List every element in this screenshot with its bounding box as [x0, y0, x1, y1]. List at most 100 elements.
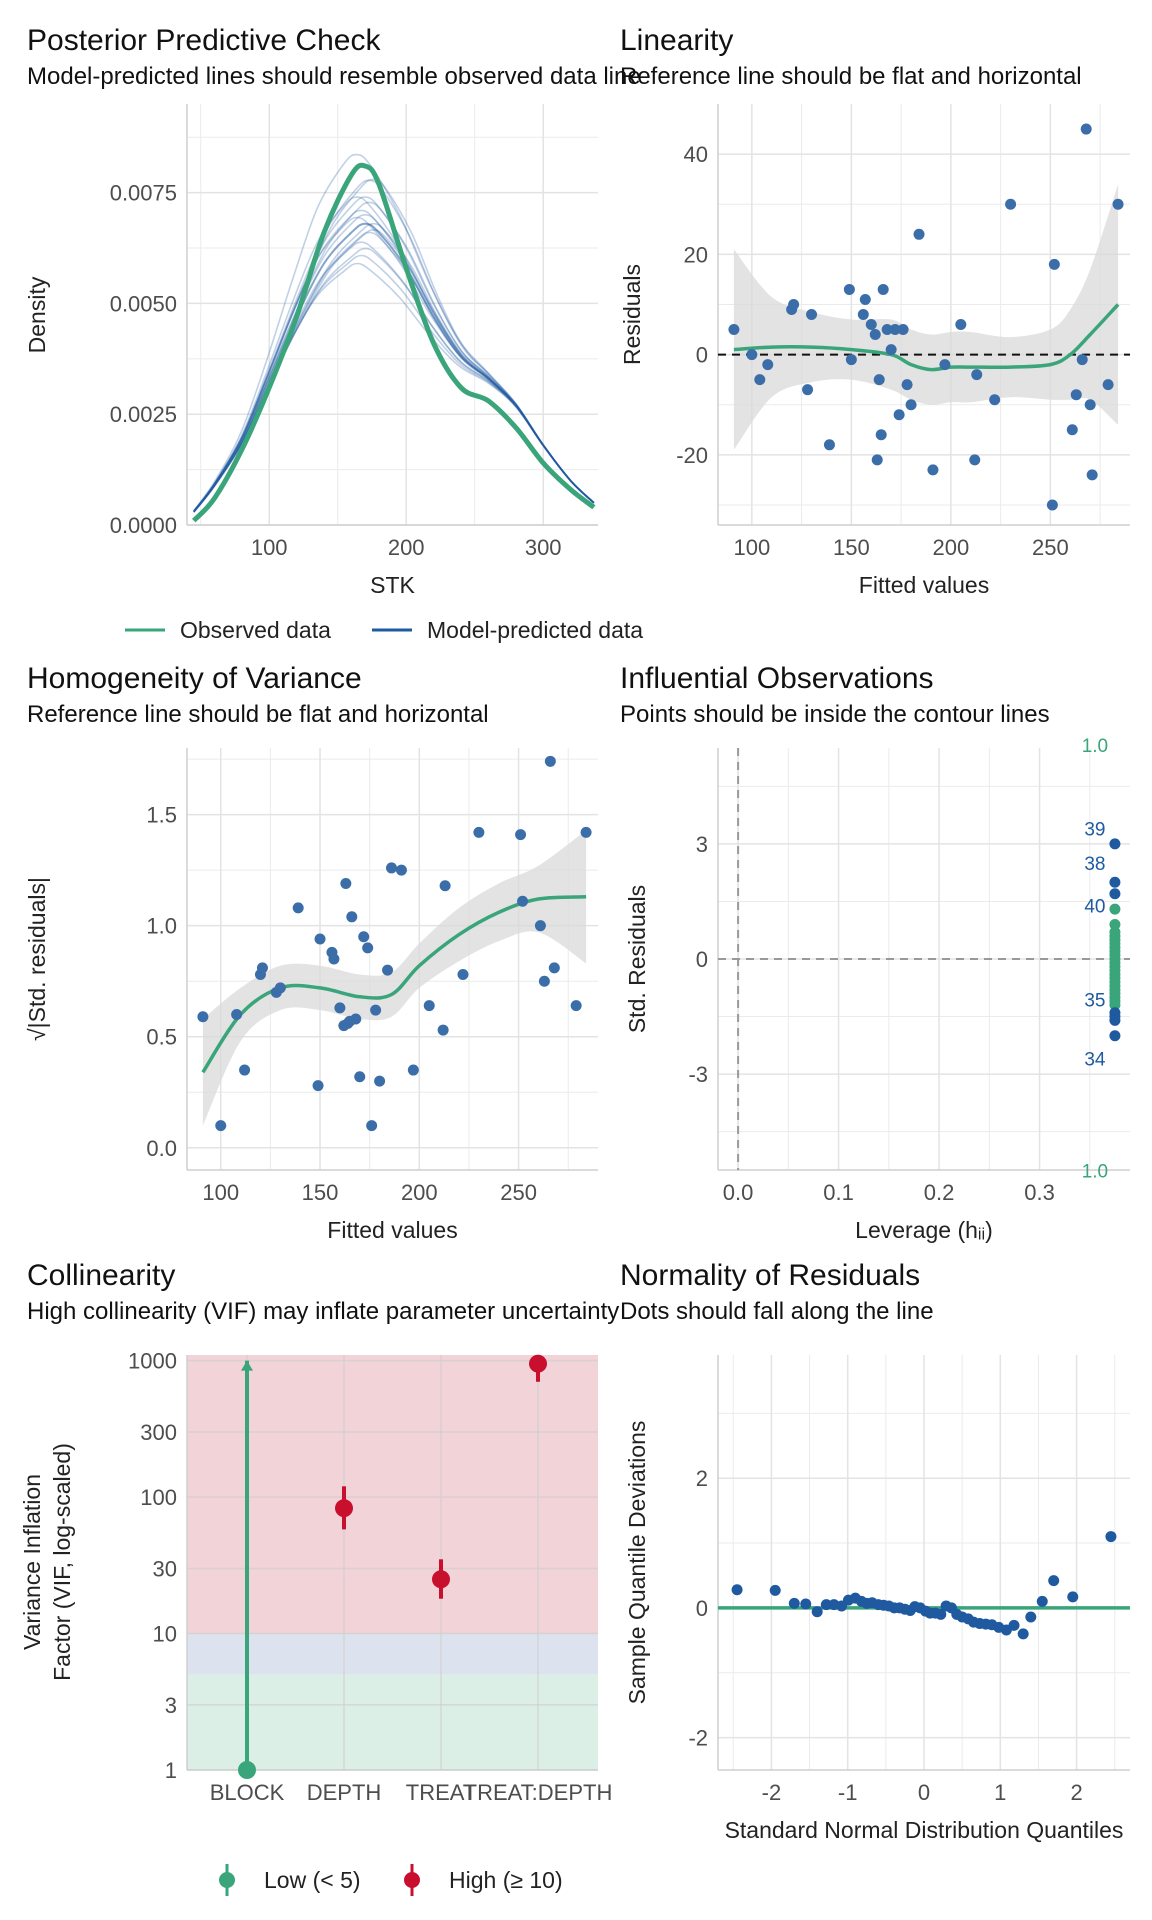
data-point — [1112, 198, 1124, 210]
point-label: 40 — [1084, 896, 1105, 917]
data-point — [1066, 424, 1078, 436]
predicted-series-line — [193, 222, 595, 513]
data-point — [901, 379, 913, 391]
data-point — [877, 283, 889, 295]
data-point — [1109, 918, 1121, 930]
data-point — [889, 324, 901, 336]
y-tick-label: 300 — [140, 1420, 177, 1445]
y-tick-label: 100 — [140, 1485, 177, 1510]
y-tick-label: 30 — [153, 1556, 177, 1581]
data-point — [905, 399, 917, 411]
data-point — [935, 1608, 947, 1620]
data-point — [340, 877, 352, 889]
y-tick-label: 0.0 — [146, 1136, 177, 1161]
contour-label: 1.0 — [1082, 736, 1108, 757]
data-point — [754, 374, 766, 386]
data-point — [897, 324, 909, 336]
x-tick-label: TREAT:DEPTH — [464, 1780, 613, 1805]
vif-point — [432, 1570, 450, 1589]
data-point — [346, 911, 358, 923]
influ-title: Influential Observations — [620, 662, 934, 695]
predicted-draw-line — [193, 201, 595, 512]
y-tick-label: 0 — [696, 343, 708, 368]
data-point — [395, 864, 407, 876]
x-tick-label: 250 — [500, 1180, 537, 1205]
data-point — [256, 962, 268, 974]
confidence-ribbon — [733, 184, 1119, 450]
y-tick-label: 0.0075 — [110, 181, 177, 206]
x-tick-label: 200 — [401, 1180, 438, 1205]
data-point — [1109, 876, 1121, 888]
y-tick-label: 0.0025 — [110, 402, 177, 427]
data-point — [274, 982, 286, 994]
predicted-draw-line — [193, 241, 595, 513]
data-point — [215, 1120, 227, 1132]
x-tick-label: 2 — [1070, 1780, 1082, 1805]
zone-high — [187, 1355, 598, 1634]
y-tick-label: 2 — [696, 1466, 708, 1491]
vif-point — [238, 1761, 256, 1779]
data-point — [845, 354, 857, 366]
ppc-title: Posterior Predictive Check — [27, 24, 381, 57]
data-point — [334, 1002, 346, 1014]
data-point — [517, 895, 529, 907]
data-point — [869, 329, 881, 341]
data-point — [875, 429, 887, 441]
data-point — [382, 964, 394, 976]
data-point — [820, 1599, 832, 1611]
data-point — [1048, 258, 1060, 270]
ppc-panel: 100 200 300 0.0000 0.0025 0.0050 0.0075 STK Dens… — [24, 104, 598, 598]
data-point — [913, 228, 925, 240]
data-point — [548, 962, 560, 974]
data-point — [544, 755, 556, 767]
x-tick-label: 0.0 — [723, 1180, 754, 1205]
y-axis-label: √|Std. residuals| — [24, 877, 50, 1041]
colli-panel: 1 3 10 30 100 300 1000 BLOCK DEPTH TREATTREAT:DEP… — [19, 1349, 612, 1805]
data-point — [893, 409, 905, 421]
data-point — [806, 309, 818, 320]
x-tick-label: 1 — [994, 1780, 1006, 1805]
data-point — [570, 1000, 582, 1012]
linearity-subtitle: Reference line should be flat and horizo… — [620, 63, 1082, 90]
data-point — [939, 359, 951, 371]
influ-subtitle: Points should be inside the contour line… — [620, 701, 1050, 728]
x-axis-label: Standard Normal Distribution Quantiles — [725, 1817, 1124, 1843]
data-point — [873, 374, 885, 386]
point-label: 34 — [1084, 1050, 1106, 1071]
x-tick-label: 200 — [933, 535, 970, 560]
y-tick-label: 1.5 — [146, 803, 177, 828]
data-point — [374, 1075, 386, 1087]
data-point — [857, 309, 869, 320]
data-point — [314, 933, 326, 945]
data-point — [865, 319, 877, 331]
y-tick-label: -3 — [688, 1062, 708, 1087]
ppc-subtitle: Model-predicted lines should resemble ob… — [27, 63, 641, 90]
data-point — [239, 1064, 251, 1076]
data-point — [1109, 1014, 1121, 1026]
data-point — [1076, 354, 1088, 366]
data-point — [580, 826, 592, 838]
zone-moderate — [187, 1633, 598, 1675]
legend-observed-label: Observed data — [180, 617, 331, 643]
predicted-draw-line — [193, 254, 595, 513]
homog-title: Homogeneity of Variance — [27, 662, 362, 695]
data-point — [366, 1120, 378, 1132]
data-point — [1086, 469, 1098, 481]
data-point — [473, 826, 485, 838]
data-point — [802, 384, 814, 396]
data-point — [439, 880, 451, 892]
x-tick-label: 300 — [525, 535, 562, 560]
data-point — [1109, 1030, 1121, 1042]
data-point — [871, 454, 883, 466]
data-point — [328, 953, 340, 965]
data-point — [971, 369, 983, 381]
data-point — [989, 394, 1001, 406]
data-point — [370, 1004, 382, 1016]
predicted-draw-line — [193, 216, 595, 513]
data-point — [885, 344, 897, 356]
y-tick-label: 1000 — [128, 1349, 177, 1374]
data-point — [457, 969, 469, 981]
data-point — [312, 1080, 324, 1092]
data-point — [731, 1584, 743, 1596]
homog-panel: 100 150 200 250 0.0 0.5 1.0 1.5 Fitted values √|S… — [24, 748, 598, 1243]
